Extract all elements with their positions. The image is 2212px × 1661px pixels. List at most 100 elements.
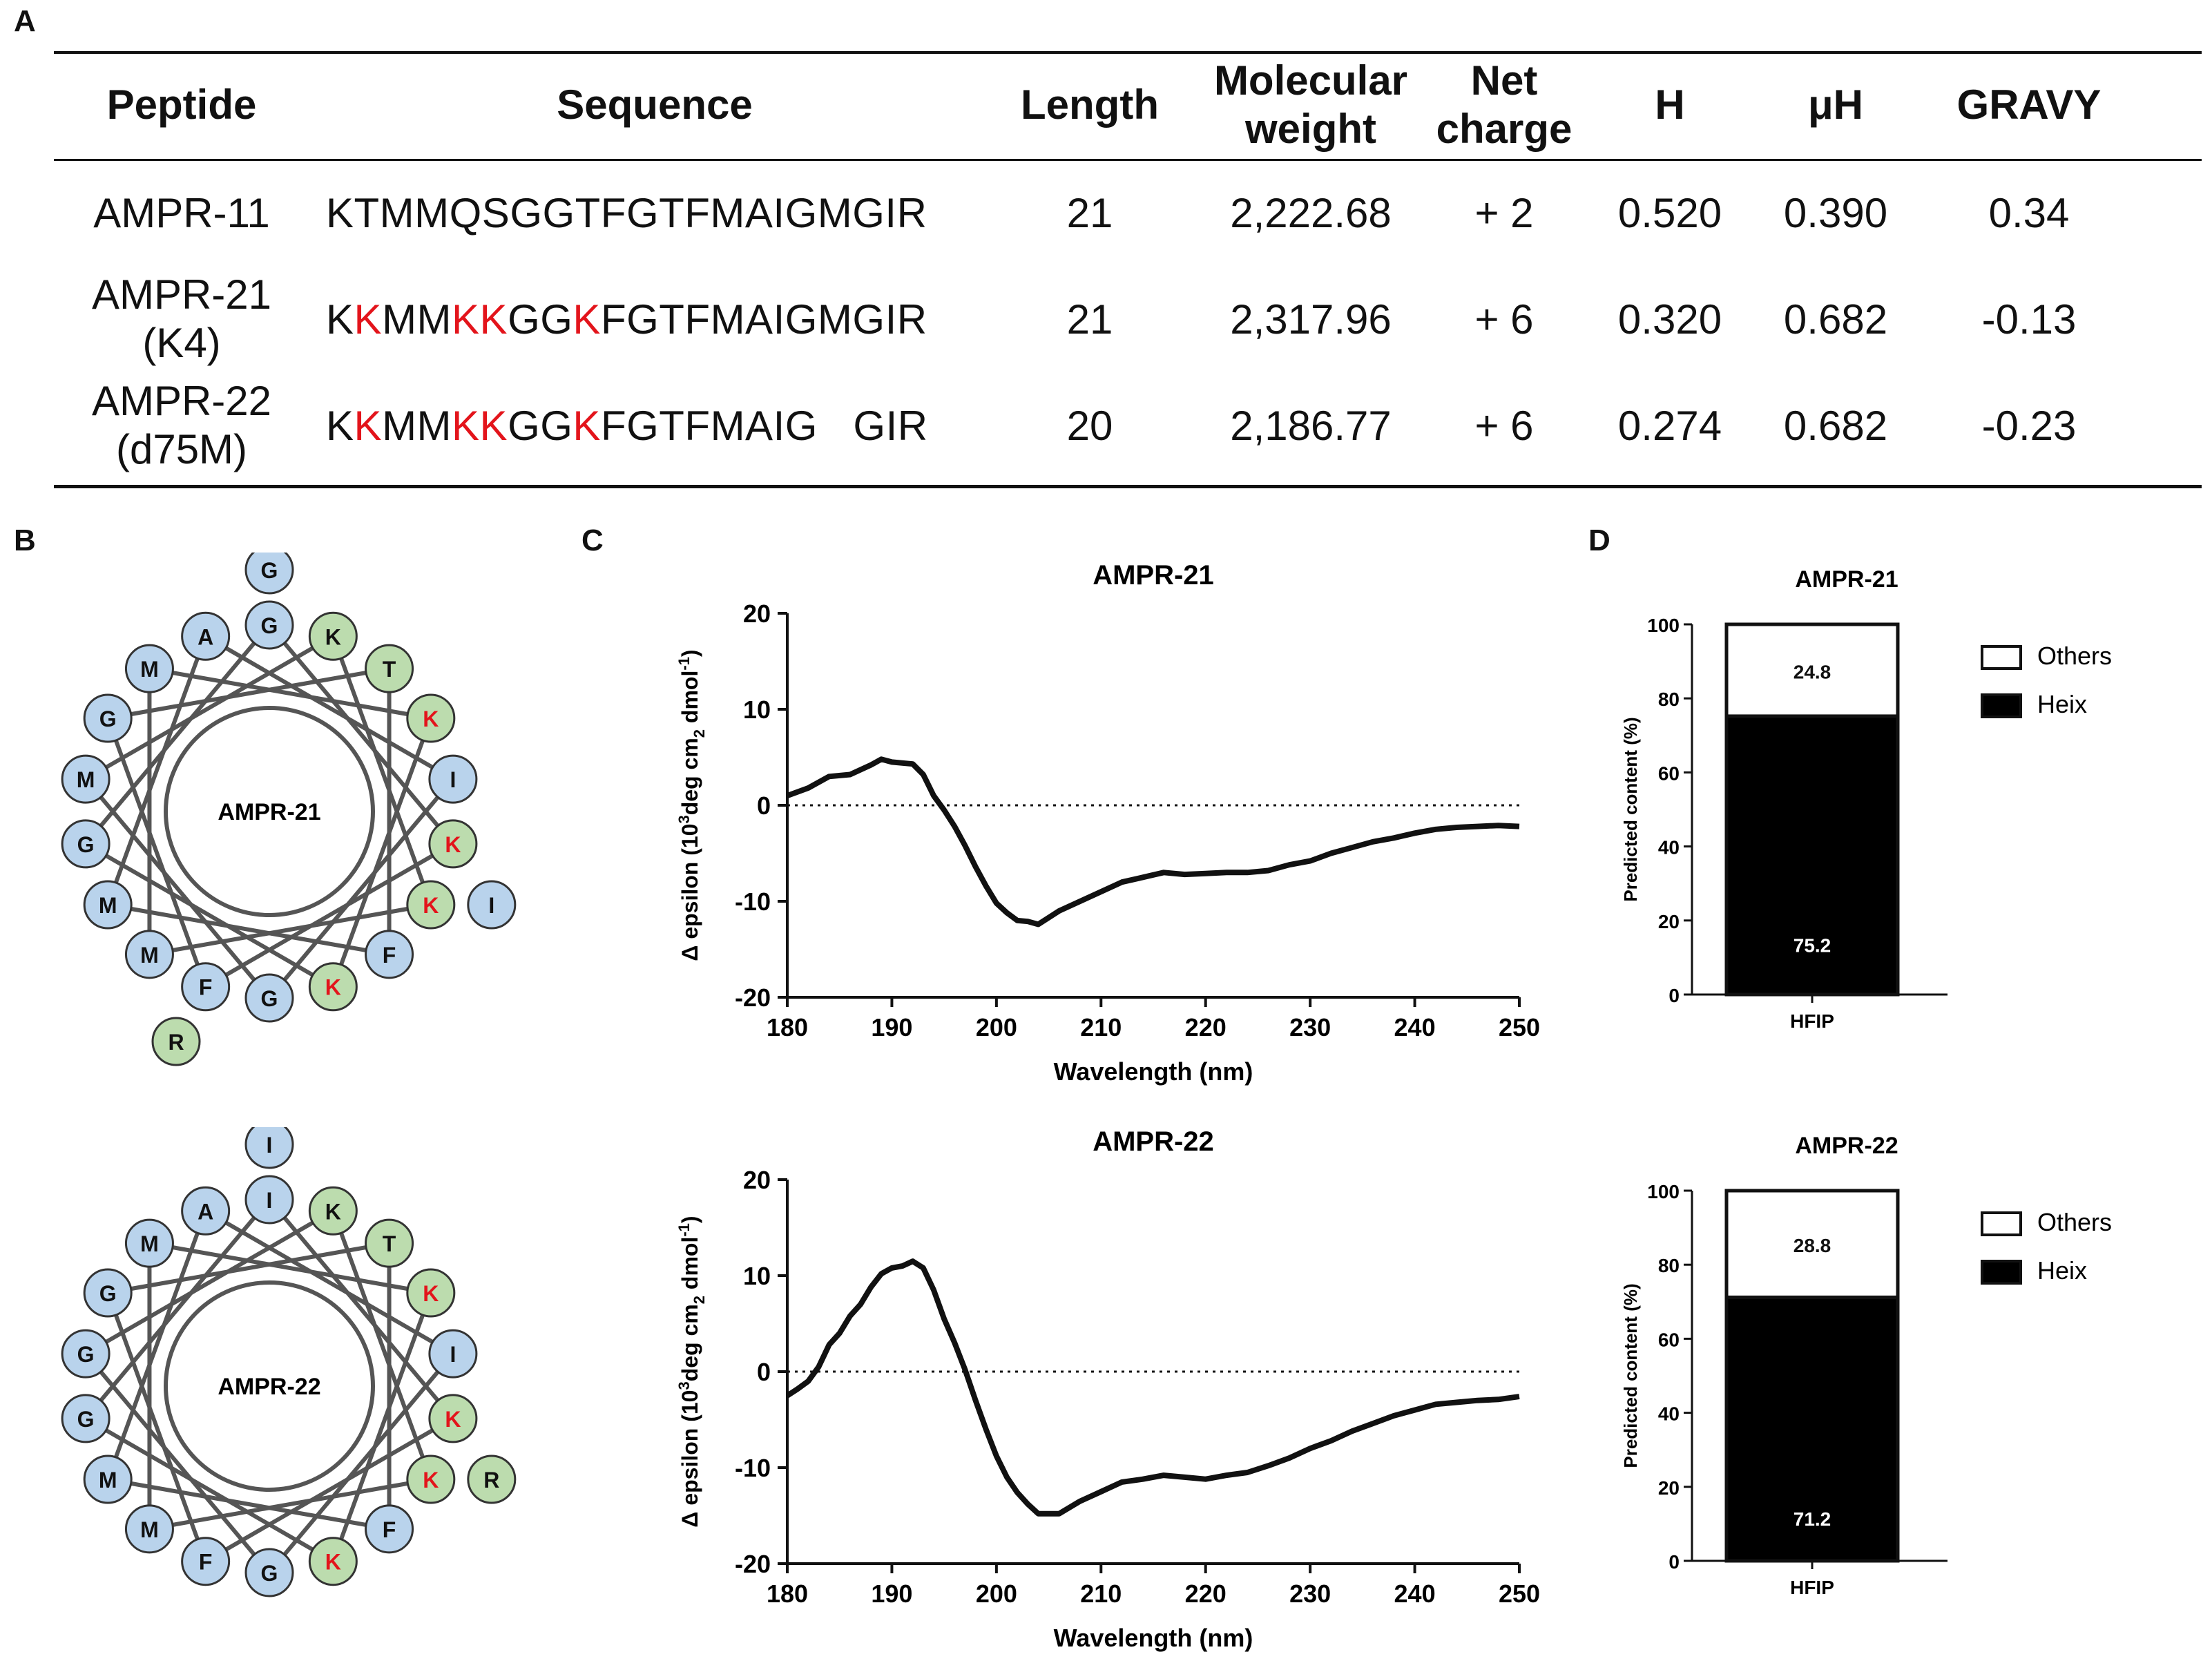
row1-gravy: 0.34 — [1988, 190, 2070, 236]
wheel-center — [164, 1280, 375, 1492]
wheel-connector — [148, 903, 432, 957]
residue-label: K — [423, 707, 439, 731]
residue-label: K — [445, 832, 461, 857]
chart-title: AMPR-22 — [1093, 1126, 1214, 1157]
wheel-connector — [331, 1210, 433, 1481]
row2-name: AMPR-21 (K4) — [54, 271, 309, 367]
header-muh: μH — [1807, 81, 1864, 128]
x-tick-label: 200 — [976, 1580, 1017, 1608]
residue-label: F — [199, 1550, 213, 1575]
y-tick-label: 0 — [1668, 1551, 1680, 1573]
residue-circle — [244, 600, 294, 650]
residue-label: K — [423, 1281, 439, 1306]
legend-swatch-others — [1981, 1211, 2022, 1236]
wheel-connector — [84, 1198, 271, 1420]
residue-circle — [467, 880, 517, 930]
wheel-connector — [148, 1477, 432, 1531]
wheel-connector — [106, 1210, 208, 1481]
y-tick-label: 100 — [1647, 615, 1680, 636]
row1-length: 21 — [1066, 190, 1113, 236]
chart-title: AMPR-22 — [1795, 1133, 1898, 1159]
residue-label: R — [168, 1030, 184, 1055]
residue-label: F — [199, 975, 213, 1000]
residue-circle — [181, 1537, 231, 1586]
cd-series-line — [785, 1258, 1520, 1517]
row3-h: 0.274 — [1617, 403, 1722, 449]
residue-label: I — [450, 1342, 456, 1367]
bar-data-label: 75.2 — [1793, 934, 1831, 956]
wheel-connector — [331, 717, 433, 988]
y-tick-label: 60 — [1658, 1329, 1680, 1350]
residue-label: G — [261, 986, 278, 1011]
header-length: Length — [1021, 81, 1159, 128]
bar-data-label: 24.8 — [1793, 661, 1831, 682]
y-tick-label: 20 — [743, 599, 771, 628]
row1-name-line1: AMPR-11 — [93, 190, 270, 236]
sequence-segment: K — [326, 296, 354, 343]
substituted-residue: K — [573, 296, 601, 343]
wheel-connector — [267, 778, 455, 999]
row2-length: 21 — [1066, 296, 1113, 343]
header-charge-line2: charge — [1436, 106, 1573, 152]
legend-label: Heix — [2037, 690, 2087, 718]
residue-circle — [365, 930, 414, 979]
row2-name-line2: (K4) — [142, 320, 221, 366]
x-tick-label: 230 — [1289, 1013, 1331, 1041]
panel-label-d: D — [1588, 524, 1610, 557]
residue-circle — [244, 1548, 294, 1597]
header-gravy: GRAVY — [1956, 81, 2102, 128]
residue-label: I — [267, 1133, 273, 1158]
residue-circle — [244, 1127, 294, 1169]
y-axis-label: Predicted content (%) — [1620, 717, 1641, 901]
residue-circle — [406, 880, 456, 930]
wheel-connector — [106, 1292, 208, 1562]
wheel-connector — [148, 1241, 432, 1295]
legend-label: Others — [2037, 642, 2112, 670]
residue-label: K — [423, 1468, 439, 1492]
residue-circle — [365, 644, 414, 693]
residue-label: M — [99, 1468, 117, 1492]
wheel-center-label: AMPR-21 — [218, 799, 320, 825]
y-tick-label: 10 — [743, 695, 771, 724]
residue-label: G — [261, 1561, 278, 1586]
chart-title: AMPR-21 — [1093, 560, 1214, 591]
residue-label: G — [77, 1342, 95, 1367]
y-tick-label: -10 — [735, 1454, 771, 1482]
y-tick-label: 60 — [1658, 762, 1680, 784]
sequence-segment: GG — [508, 403, 573, 449]
wheel-connector — [84, 624, 271, 845]
wheel-connector — [107, 1241, 390, 1295]
y-tick-label: 40 — [1658, 1403, 1680, 1425]
bar-data-label: 28.8 — [1793, 1235, 1831, 1256]
wheel-connector — [331, 635, 433, 906]
legend-swatch-others — [1981, 645, 2022, 670]
y-tick-label: -20 — [735, 983, 771, 1012]
row3-length: 20 — [1066, 403, 1113, 449]
residue-circle — [151, 1017, 201, 1066]
x-tick-label: 220 — [1185, 1580, 1227, 1608]
wheel-connector — [106, 717, 208, 988]
residue-circle — [124, 644, 174, 693]
wheel-connector — [107, 1477, 390, 1531]
y-axis-label: Δ epsilon (103deg cm2 dmol-1) — [675, 649, 708, 961]
residue-circle — [83, 880, 133, 930]
row2-sequence: KKMMKKGGKFGTFMAIGMGIR — [326, 296, 927, 344]
sequence-segment: FGTFMAIG GIR — [600, 403, 928, 449]
residue-circle — [365, 1218, 414, 1268]
wheel-connector — [148, 666, 432, 720]
row2-h: 0.320 — [1617, 296, 1722, 343]
residue-label: F — [383, 943, 396, 968]
residue-circle — [83, 693, 133, 743]
x-tick-label: 240 — [1394, 1580, 1436, 1608]
wheel-connections — [84, 624, 455, 999]
x-tick-label: 240 — [1394, 1013, 1436, 1041]
wheel-connector — [84, 1352, 271, 1574]
wheel-connector — [84, 842, 334, 989]
x-tick-label: 180 — [767, 1580, 808, 1608]
header-mw-line1: Molecular — [1213, 57, 1408, 104]
residue-label: R — [483, 1468, 499, 1492]
x-tick-label: 180 — [767, 1013, 808, 1041]
y-axis-label: Predicted content (%) — [1620, 1283, 1641, 1468]
